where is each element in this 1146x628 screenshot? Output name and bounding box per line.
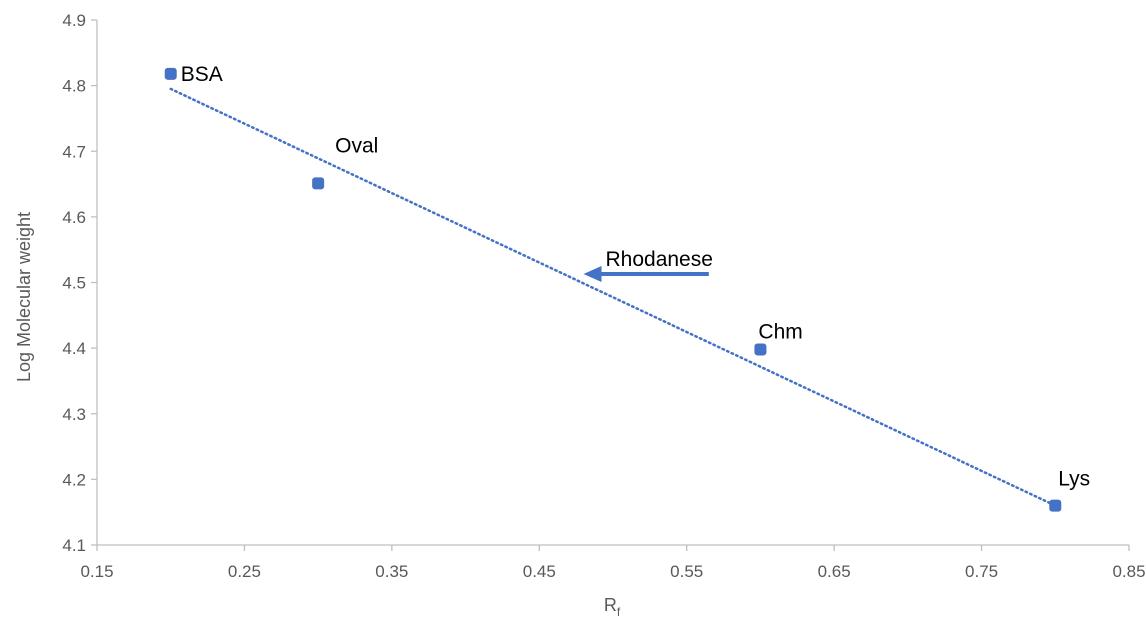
x-tick-label: 0.25 (228, 562, 261, 581)
data-point (164, 67, 177, 80)
y-tick-label: 4.9 (62, 11, 86, 30)
point-label: BSA (181, 63, 223, 86)
y-tick-labels: 4.1 4.2 4.3 4.4 4.5 4.6 4.7 4.8 4.9 (62, 11, 86, 555)
y-tick-label: 4.5 (62, 274, 86, 293)
annotation-label: Rhodanese (606, 248, 713, 271)
data-point (312, 177, 325, 190)
x-tick-label: 0.55 (670, 562, 703, 581)
y-tick-label: 4.1 (62, 536, 86, 555)
x-axis-title-subscript: f (617, 605, 621, 619)
point-label: Chm (758, 320, 802, 343)
axes (91, 19, 1130, 551)
x-tick-label: 0.45 (523, 562, 556, 581)
y-tick-label: 4.3 (62, 405, 86, 424)
point-label: Oval (335, 134, 378, 157)
y-tick-label: 4.7 (62, 142, 86, 161)
point-label: Lys (1058, 468, 1090, 491)
annotation-arrow-head (583, 265, 602, 282)
trendline (169, 87, 1057, 507)
data-points (164, 67, 1062, 512)
x-tick-label: 0.15 (80, 562, 113, 581)
x-axis-title: Rf (604, 595, 621, 619)
x-tick-label: 0.35 (375, 562, 408, 581)
x-tick-label: 0.65 (818, 562, 851, 581)
y-axis-title: Log Molecular weight (14, 212, 34, 382)
data-point (754, 343, 767, 356)
trendline-group (169, 87, 1057, 507)
x-tick-label: 0.85 (1112, 562, 1145, 581)
y-tick-label: 4.4 (62, 339, 86, 358)
x-axis-title-main: R (604, 595, 617, 615)
y-tick-label: 4.6 (62, 208, 86, 227)
x-tick-labels: 0.15 0.25 0.35 0.45 0.55 0.65 0.75 0.85 (80, 562, 1145, 581)
data-point (1049, 499, 1062, 512)
point-labels: BSA Oval Chm Lys (181, 63, 1090, 491)
y-tick-label: 4.8 (62, 77, 86, 96)
x-tick-label: 0.75 (965, 562, 998, 581)
annotations: Rhodanese (583, 248, 713, 282)
y-tick-label: 4.2 (62, 470, 86, 489)
